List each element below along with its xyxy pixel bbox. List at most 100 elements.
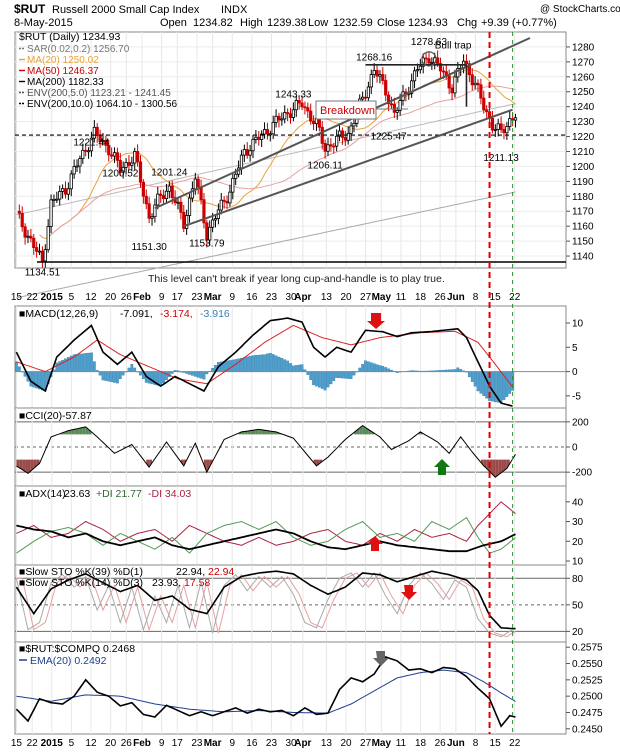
cci-fill-negative [495,460,498,478]
candle-body [471,75,473,85]
candle-body [116,153,118,161]
x-tick-label: Apr [294,292,311,303]
cci-fill-positive [83,427,86,435]
macd-hist-bar [113,372,115,383]
macd-hist-bar [298,365,300,372]
macd-hist-bar [370,363,372,372]
candle-body [384,81,386,96]
candle-body [289,114,291,118]
candle-body [24,227,26,237]
x-tick-label: Apr [294,738,311,749]
sto-legend-value: 23.93, [152,577,181,589]
candle-body [485,110,487,112]
instrument-name: Russell 2000 Small Cap Index [52,4,200,16]
macd-hist-bar [361,364,363,371]
x-tick-label: 27 [360,292,372,303]
candle-body [113,153,115,156]
candle-body [266,129,268,134]
exchange-label: INDX [221,4,248,16]
macd-hist-bar [76,354,78,371]
high-value: 1239.38 [267,17,307,29]
candle-body [145,196,147,204]
macd-hist-bar [376,365,378,372]
candle-body [330,145,332,146]
y-tick-label: 20 [572,537,584,548]
close-label: Close [377,17,405,29]
macd-hist-bar [243,357,245,371]
candle-body [229,192,231,203]
candle-body [151,217,153,219]
candle-body [194,179,196,189]
candle-body [373,71,375,75]
candle-body [413,71,415,81]
candle-body [44,250,46,261]
breakdown-annotation: Breakdown [320,105,375,117]
candle-body [157,194,159,205]
y-tick-label: 50 [572,600,584,611]
macd-legend-value: -7.091, [120,308,153,320]
price-label: 1201.24 [151,168,188,179]
x-tick-label: 22 [509,738,521,749]
candle-body [59,191,61,199]
macd-hist-bar [281,358,283,371]
chart-date: 8-May-2015 [14,17,73,29]
macd-hist-bar [353,372,355,376]
x-tick-label: 16 [246,292,258,303]
candle-body [18,211,20,213]
candle-body [333,146,335,147]
symbol-label: $RUT [14,2,46,16]
macd-hist-bar [312,372,314,385]
x-tick-label: May [372,292,392,303]
y-tick-label: 1200 [572,162,595,173]
macd-hist-bar [344,372,346,379]
chg-label: Chg [457,17,477,29]
macd-hist-bar [457,368,459,372]
candle-body [131,163,133,165]
candle-body [64,189,66,195]
macd-hist-bar [338,372,340,378]
y-tick-label: 1230 [572,117,595,128]
low-label: Low [308,17,328,29]
y-tick-label: 1160 [572,222,594,233]
macd-hist-bar [82,354,84,372]
x-tick-label: 20 [340,292,352,303]
y-tick-label: 1210 [572,147,595,158]
candle-body [76,166,78,167]
x-tick-label: 9 [229,292,235,303]
y-tick-label: 20 [572,627,584,638]
x-tick-label: 9 [159,292,165,303]
candle-body [281,119,283,120]
x-tick-label: May [372,738,392,749]
candle-body [226,201,228,203]
x-tick-label: 15 [490,292,502,303]
candle-body [390,104,392,105]
macd-hist-bar [278,357,280,372]
macd-hist-bar [252,356,254,372]
candle-body [509,119,511,127]
candle-body [148,204,150,218]
x-tick-label: 23 [266,292,278,303]
x-tick-label: 5 [69,738,75,749]
macd-hist-bar [341,372,343,379]
candle-body [511,119,513,120]
macd-hist-bar [59,361,61,371]
cci-legend-value: -57.87 [62,410,92,422]
candle-body [142,182,144,196]
candle-body [312,121,314,124]
x-tick-label: 5 [69,292,75,303]
candle-body [79,159,81,166]
y-tick-label: 0.2550 [572,659,603,670]
candle-body [56,199,58,200]
price-label: 1243.33 [275,90,312,101]
macd-hist-bar [249,356,251,371]
macd-hist-bar [272,354,274,371]
macd-hist-bar [301,365,303,372]
candle-body [35,248,37,252]
macd-hist-bar [260,355,262,372]
macd-hist-bar [165,372,167,380]
x-tick-label: 20 [105,292,117,303]
macd-hist-bar [367,362,369,372]
